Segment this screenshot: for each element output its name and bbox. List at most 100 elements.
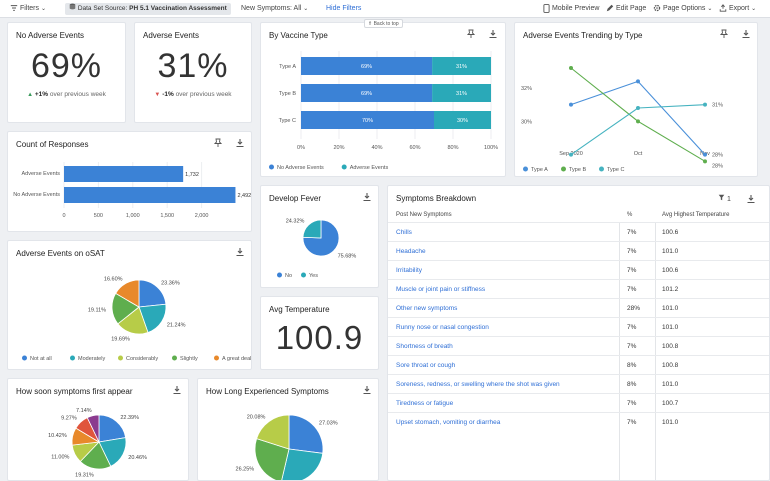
end-label: 28% <box>712 153 723 159</box>
data-label: 31% <box>456 64 467 70</box>
legend-label: Type A <box>531 167 548 173</box>
kpi-delta: ▲ +1% over previous week <box>8 91 125 98</box>
table-row[interactable]: Tiredness or fatigue 7% 100.7 <box>388 393 769 412</box>
x-tick-label: 2,000 <box>195 213 209 219</box>
back-to-top-button[interactable]: ⇑ Back to top <box>364 19 403 28</box>
legend-swatch <box>341 164 347 170</box>
x-tick-label: 60% <box>409 145 420 151</box>
legend-label: Type B <box>569 167 586 173</box>
legend-label: Not at all <box>30 356 52 362</box>
download-icon[interactable] <box>362 385 372 395</box>
mobile-preview-button[interactable]: Mobile Preview <box>543 0 599 18</box>
new-symptoms-value: All <box>293 5 302 12</box>
data-point <box>703 159 707 164</box>
symptom-avg-temp: 101.0 <box>662 381 679 388</box>
table-row[interactable]: Other new symptoms 28% 101.0 <box>388 298 769 317</box>
data-source-chip[interactable]: Data Set Source: PH 5.1 Vaccination Asse… <box>65 3 231 15</box>
column-header[interactable]: % <box>627 212 633 218</box>
table-row[interactable]: Soreness, redness, or swelling where the… <box>388 374 769 393</box>
table-row[interactable]: Sore throat or cough 8% 100.8 <box>388 355 769 374</box>
card-title: How soon symptoms first appear <box>16 387 133 396</box>
pin-icon[interactable] <box>213 138 223 148</box>
export-label: Export <box>728 5 750 12</box>
symptom-avg-temp: 100.7 <box>662 400 679 407</box>
end-label: 28% <box>712 163 723 169</box>
avg-temperature-card: Avg Temperature 100.9 <box>260 296 379 370</box>
table-row[interactable]: Headache 7% 101.0 <box>388 241 769 260</box>
page-options-button[interactable]: Page Options ⌄ <box>653 0 712 18</box>
symptom-name-link[interactable]: Muscle or joint pain or stiffness <box>396 286 486 293</box>
pin-icon[interactable] <box>719 29 729 39</box>
table-row[interactable]: Muscle or joint pain or stiffness 7% 101.2 <box>388 279 769 298</box>
symptom-avg-temp: 101.0 <box>662 419 679 426</box>
symptom-percent: 7% <box>627 267 637 274</box>
pencil-icon <box>606 4 614 12</box>
table-row[interactable]: Chills 7% 100.6 <box>388 222 769 241</box>
legend-label: A great deal <box>222 356 251 362</box>
data-label: 31% <box>456 91 467 97</box>
y-tick-label: Type B <box>279 91 296 97</box>
download-icon[interactable] <box>746 194 756 204</box>
count-chart: 0 500 1,000 1,500 2,000 Adverse Events 1,732 No… <box>13 162 251 219</box>
x-tick-label: 0 <box>62 213 65 219</box>
symptom-name-link[interactable]: Other new symptoms <box>396 305 458 312</box>
pin-icon[interactable] <box>466 29 476 39</box>
download-icon[interactable] <box>488 29 498 39</box>
card-title: No Adverse Events <box>16 31 85 40</box>
by-vaccine-type-card: By Vaccine Type 0% 20% 40% 60% 80% 100% Type A… <box>260 22 506 177</box>
table-row[interactable]: Upset stomach, vomiting or diarrhea 7% 101… <box>388 412 769 431</box>
x-tick-label: 1,500 <box>160 213 174 219</box>
edit-page-button[interactable]: Edit Page <box>606 0 646 18</box>
count-responses-card: Count of Responses 0 500 1,000 1,500 2,000 Ad… <box>7 131 252 232</box>
y-tick-label: Type A <box>279 64 296 70</box>
series-line <box>570 80 706 156</box>
pie-slice <box>256 414 290 450</box>
slice-label: 75.68% <box>338 253 357 259</box>
fever-chart: 75.68% 24.32% No Yes <box>277 219 357 279</box>
slice-label: 16.60% <box>104 276 123 282</box>
download-icon[interactable] <box>362 192 372 202</box>
new-symptoms-filter[interactable]: New Symptoms: All ⌄ <box>241 0 308 18</box>
symptom-name-link[interactable]: Runny nose or nasal congestion <box>396 324 489 331</box>
symptom-name-link[interactable]: Shortness of breath <box>396 343 453 350</box>
table-row[interactable]: Irritability 7% 100.6 <box>388 260 769 279</box>
symptom-name-link[interactable]: Soreness, redness, or swelling where the… <box>396 381 560 388</box>
slice-label: 21.24% <box>167 323 186 329</box>
triangle-down-icon: ▼ <box>154 92 161 98</box>
data-label: 2,492 <box>237 193 251 199</box>
slice-label: 24.32% <box>286 219 305 225</box>
avg-temperature-value: 100.9 <box>275 319 364 356</box>
data-label: 69% <box>361 91 372 97</box>
symptom-name-link[interactable]: Upset stomach, vomiting or diarrhea <box>396 419 501 426</box>
new-symptoms-label: New Symptoms: <box>241 5 292 12</box>
column-header[interactable]: Post New Symptoms <box>396 212 452 218</box>
legend-label: Type C <box>607 167 624 173</box>
kpi-delta-text: over previous week <box>175 91 232 98</box>
symptom-percent: 28% <box>627 305 641 312</box>
symptom-avg-temp: 101.0 <box>662 324 679 331</box>
table-row[interactable]: Runny nose or nasal congestion 7% 101.0 <box>388 317 769 336</box>
filter-count[interactable]: 1 <box>718 194 731 203</box>
bar-segment <box>301 84 433 102</box>
symptom-name-link[interactable]: Sore throat or cough <box>396 362 456 369</box>
download-icon[interactable] <box>235 247 245 257</box>
table-row[interactable]: Shortness of breath 7% 100.8 <box>388 336 769 355</box>
download-icon[interactable] <box>172 385 182 395</box>
symptom-percent: 7% <box>627 324 637 331</box>
mobile-preview-label: Mobile Preview <box>551 5 600 12</box>
first-appear-chart: 22.39% 20.46% 19.31% 11.00% 10.42% 9.27% 7.14% <box>48 408 147 479</box>
column-header[interactable]: Avg Highest Temperature <box>662 212 730 218</box>
hide-filters-link[interactable]: Hide Filters <box>326 5 362 12</box>
end-label: 31% <box>712 103 723 109</box>
filters-button[interactable]: Filters ⌄ <box>10 0 46 18</box>
symptom-name-link[interactable]: Tiredness or fatigue <box>396 400 454 407</box>
symptom-name-link[interactable]: Chills <box>396 229 412 236</box>
edit-page-label: Edit Page <box>615 5 647 12</box>
data-label: 69% <box>361 64 372 70</box>
download-icon[interactable] <box>741 29 751 39</box>
y-tick-label: 30% <box>521 119 532 125</box>
symptom-name-link[interactable]: Irritability <box>396 267 423 274</box>
export-button[interactable]: Export ⌄ <box>719 0 756 18</box>
download-icon[interactable] <box>235 138 245 148</box>
symptom-name-link[interactable]: Headache <box>396 248 426 255</box>
